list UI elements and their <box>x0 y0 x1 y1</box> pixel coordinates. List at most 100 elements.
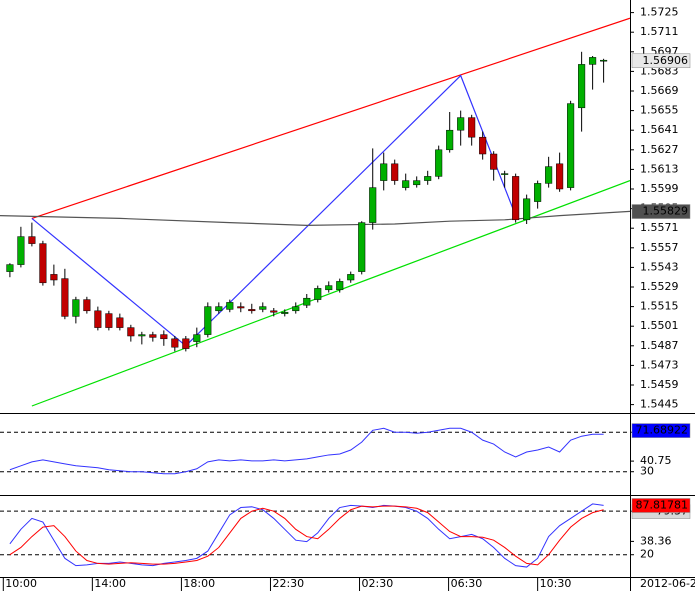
indicator-line <box>9 427 604 475</box>
indicator-line <box>9 505 604 566</box>
candle-body <box>6 264 14 272</box>
candle-body <box>468 117 476 138</box>
candle-body <box>435 149 443 177</box>
x-tick-label: 14:00 <box>94 577 126 590</box>
y-tick-label: 1.5501 <box>640 319 679 332</box>
candle-body <box>369 187 377 223</box>
y-tick-label: 1.5641 <box>640 123 679 136</box>
candle-body <box>446 129 454 151</box>
candle-body <box>457 117 465 131</box>
y-tick-label: 20 <box>640 548 654 561</box>
value-box-label: 87.81781 <box>636 498 689 511</box>
candle-body <box>424 176 432 181</box>
candle-body <box>314 288 322 300</box>
price-panel <box>0 17 630 407</box>
candle-body <box>512 176 520 221</box>
y-tick-label: 1.5487 <box>640 339 679 352</box>
candle-body <box>556 163 564 190</box>
candle-body <box>72 299 80 317</box>
candle-body <box>578 64 586 109</box>
value-box-label: 1.56906 <box>643 54 689 67</box>
value-box <box>631 498 691 513</box>
candle-body <box>215 306 223 312</box>
candle-body <box>600 59 608 62</box>
y-tick-label: 1.5613 <box>640 162 679 175</box>
candle-body <box>336 281 344 291</box>
stochastic-panel <box>0 503 630 568</box>
y-tick-label: 1.5725 <box>640 6 679 19</box>
candle-body <box>105 313 113 328</box>
trend-line <box>31 17 630 219</box>
candle-body <box>325 285 333 291</box>
candle-body <box>545 166 553 184</box>
candle-body <box>61 278 69 317</box>
value-box-label: 71.68922 <box>636 424 689 437</box>
candle-body <box>149 334 157 338</box>
date-label: 2012-06-2 <box>640 577 695 590</box>
candle-body <box>237 306 245 309</box>
candle-body <box>270 310 278 313</box>
indicator-line <box>9 503 604 568</box>
candle-body <box>94 310 102 328</box>
y-tick-label: 30 <box>640 465 654 478</box>
value-box-label: 1.55829 <box>643 205 689 218</box>
candle-body <box>534 183 542 202</box>
candle-body <box>501 173 509 175</box>
x-tick-label: 06:30 <box>451 577 483 590</box>
candle-body <box>347 274 355 281</box>
y-tick-label: 1.5711 <box>640 25 679 38</box>
candle-body <box>413 180 421 186</box>
y-tick-label: 1.5529 <box>640 280 679 293</box>
candle-body <box>523 198 531 221</box>
candle-body <box>226 302 234 310</box>
candle-body <box>127 327 135 337</box>
y-tick-label: 38.36 <box>640 534 672 547</box>
candle-body <box>28 236 36 244</box>
y-tick-label: 1.5655 <box>640 104 679 117</box>
y-tick-label: 1.5459 <box>640 378 679 391</box>
candle-body <box>171 338 179 348</box>
y-tick-label: 1.5543 <box>640 260 679 273</box>
y-tick-label: 40.75 <box>640 454 672 467</box>
candle-body <box>303 297 311 306</box>
candle-body <box>138 334 146 337</box>
candle-body <box>479 136 487 155</box>
candle-body <box>248 309 256 312</box>
candle-body <box>160 334 168 340</box>
candle-body <box>589 57 597 65</box>
y-tick-label: 1.5445 <box>640 398 679 411</box>
candle-body <box>259 306 267 310</box>
y-tick-label: 1.5669 <box>640 84 679 97</box>
candle-body <box>39 243 47 284</box>
x-tick-label: 22:30 <box>272 577 304 590</box>
y-tick-label: 1.5515 <box>640 300 679 313</box>
candle-body <box>17 236 25 265</box>
y-tick-label: 1.5571 <box>640 221 679 234</box>
x-tick-label: 18:00 <box>183 577 215 590</box>
candle-body <box>204 306 212 335</box>
candle-body <box>50 274 58 281</box>
y-tick-label: 1.5599 <box>640 182 679 195</box>
rsi-panel <box>0 427 630 475</box>
candle-body <box>83 299 91 312</box>
candle-body <box>292 306 300 312</box>
y-tick-label: 1.5627 <box>640 143 679 156</box>
candle-body <box>281 311 289 314</box>
candle-body <box>380 163 388 181</box>
y-tick-label: 1.5557 <box>640 241 679 254</box>
value-box <box>631 204 691 219</box>
candle-body <box>193 334 201 342</box>
candle-body <box>182 338 190 349</box>
trend-line <box>31 74 518 347</box>
candle-body <box>116 317 124 328</box>
candle-body <box>391 163 399 181</box>
trend-line <box>0 210 630 227</box>
y-tick-label: 1.5473 <box>640 358 679 371</box>
value-box <box>631 423 691 438</box>
candle-body <box>402 180 410 188</box>
x-tick-label: 10:30 <box>540 577 572 590</box>
